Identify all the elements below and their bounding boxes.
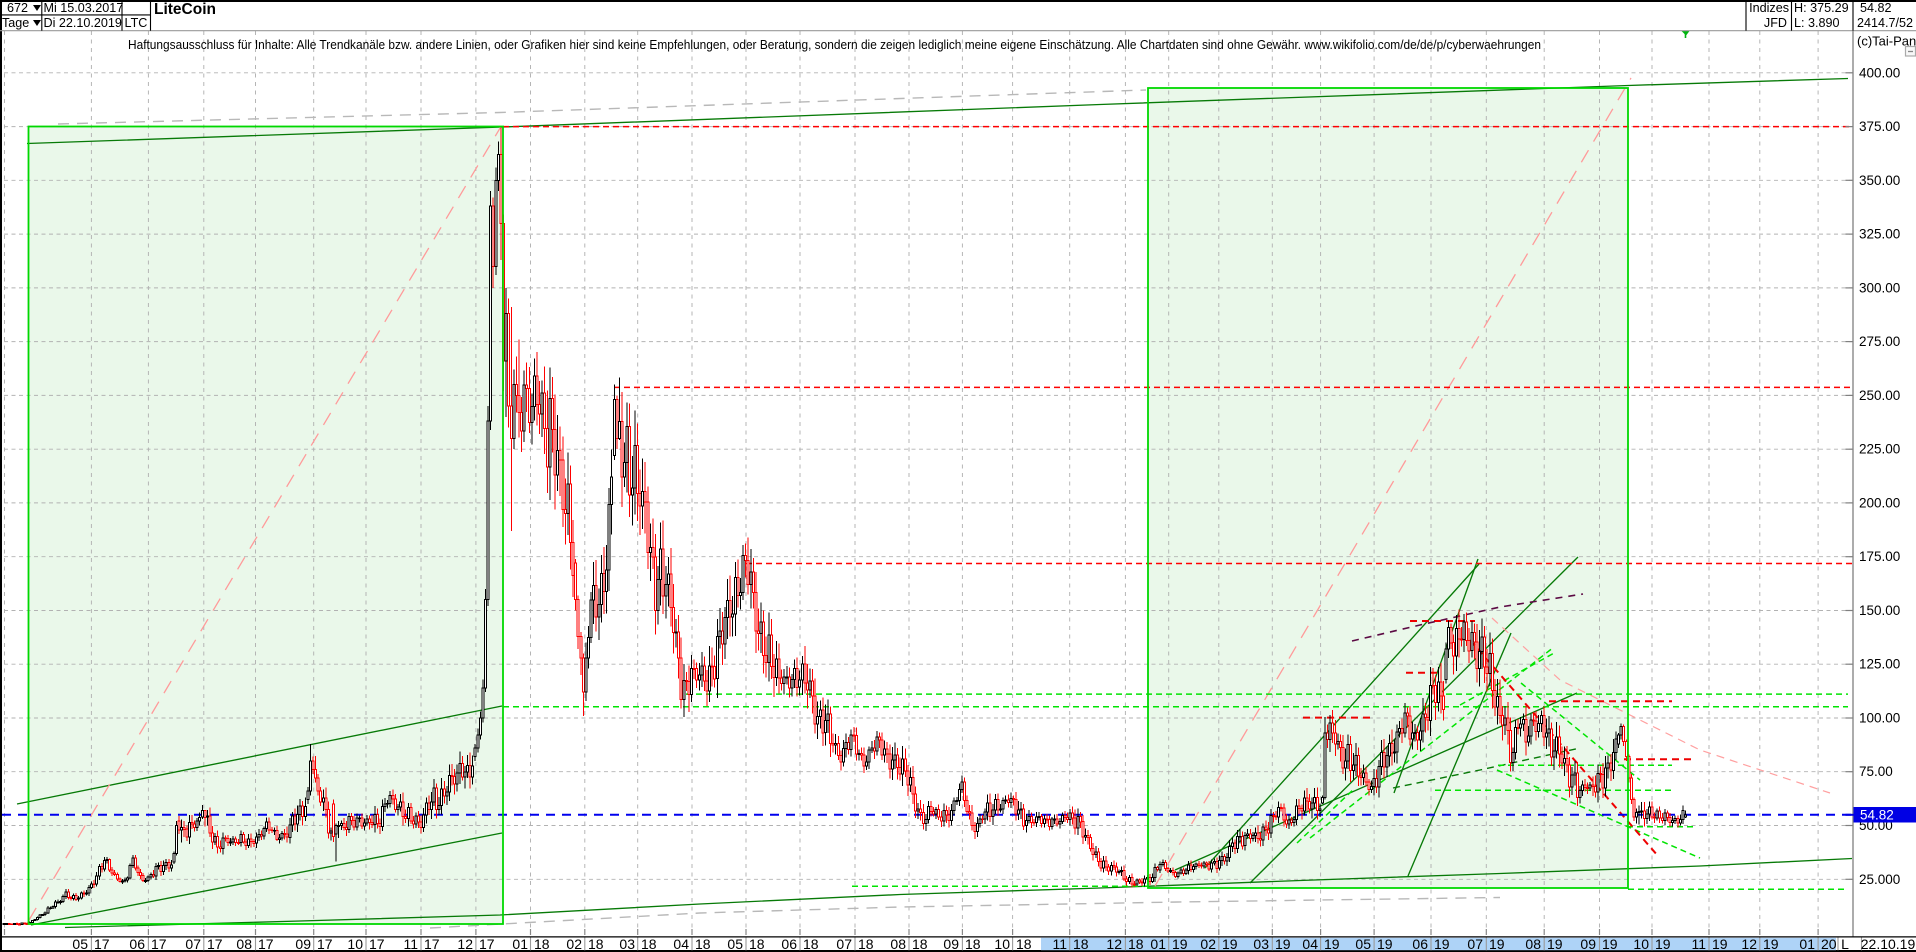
svg-text:18: 18 (912, 936, 928, 952)
svg-text:325.00: 325.00 (1859, 227, 1900, 242)
svg-text:125.00: 125.00 (1859, 657, 1900, 672)
svg-text:275.00: 275.00 (1859, 334, 1900, 349)
svg-text:L: L (1841, 936, 1849, 952)
svg-text:17: 17 (424, 936, 440, 952)
svg-text:LiteCoin: LiteCoin (154, 1, 216, 18)
svg-text:18: 18 (534, 936, 550, 952)
svg-text:06: 06 (781, 936, 797, 952)
svg-text:18: 18 (803, 936, 819, 952)
svg-text:19: 19 (1489, 936, 1505, 952)
svg-text:10: 10 (994, 936, 1010, 952)
svg-text:17: 17 (207, 936, 223, 952)
svg-text:Haftungsausschluss für Inhalte: Haftungsausschluss für Inhalte: Alle Tre… (128, 38, 1541, 52)
svg-text:09: 09 (295, 936, 311, 952)
svg-text:07: 07 (185, 936, 201, 952)
svg-text:19: 19 (1377, 936, 1393, 952)
svg-text:18: 18 (1128, 936, 1144, 952)
svg-text:05: 05 (72, 936, 88, 952)
svg-text:18: 18 (1073, 936, 1089, 952)
svg-text:12: 12 (457, 936, 473, 952)
svg-text:(c)Tai-Pan: (c)Tai-Pan (1857, 34, 1916, 49)
svg-text:375.00: 375.00 (1859, 119, 1900, 134)
svg-text:01: 01 (1799, 936, 1815, 952)
svg-text:19: 19 (1222, 936, 1238, 952)
svg-text:Di 22.10.2019: Di 22.10.2019 (44, 16, 122, 30)
svg-text:2414.7/52: 2414.7/52 (1857, 16, 1913, 30)
svg-text:05: 05 (727, 936, 743, 952)
svg-text:17: 17 (369, 936, 385, 952)
svg-text:22.10.19: 22.10.19 (1861, 936, 1916, 952)
svg-text:02: 02 (566, 936, 582, 952)
svg-text:150.00: 150.00 (1859, 603, 1900, 618)
svg-text:05: 05 (1355, 936, 1371, 952)
svg-text:06: 06 (129, 936, 145, 952)
svg-text:09: 09 (1580, 936, 1596, 952)
svg-text:175.00: 175.00 (1859, 549, 1900, 564)
svg-text:18: 18 (858, 936, 874, 952)
svg-text:400.00: 400.00 (1859, 65, 1900, 80)
svg-text:07: 07 (836, 936, 852, 952)
svg-text:18: 18 (641, 936, 657, 952)
svg-text:350.00: 350.00 (1859, 173, 1900, 188)
svg-text:Tage: Tage (2, 16, 29, 30)
svg-text:19: 19 (1763, 936, 1779, 952)
svg-text:02: 02 (1200, 936, 1216, 952)
svg-text:H: 375.29: H: 375.29 (1794, 1, 1849, 15)
svg-text:Mi 15.03.2017: Mi 15.03.2017 (44, 1, 124, 15)
svg-text:09: 09 (943, 936, 959, 952)
svg-text:04: 04 (1302, 936, 1318, 952)
svg-text:01: 01 (1150, 936, 1166, 952)
svg-text:19: 19 (1434, 936, 1450, 952)
svg-text:06: 06 (1412, 936, 1428, 952)
svg-text:LTC: LTC (125, 16, 148, 30)
svg-text:17: 17 (94, 936, 110, 952)
svg-text:17: 17 (258, 936, 274, 952)
svg-text:12: 12 (1741, 936, 1757, 952)
svg-text:54.82: 54.82 (1860, 808, 1894, 823)
svg-text:18: 18 (1016, 936, 1032, 952)
svg-text:54.82: 54.82 (1860, 1, 1892, 15)
svg-text:250.00: 250.00 (1859, 388, 1900, 403)
svg-text:08: 08 (236, 936, 252, 952)
svg-text:L: 3.890: L: 3.890 (1794, 16, 1840, 30)
svg-text:19: 19 (1324, 936, 1340, 952)
svg-text:JFD: JFD (1764, 16, 1787, 30)
svg-text:10: 10 (347, 936, 363, 952)
svg-text:08: 08 (890, 936, 906, 952)
svg-text:18: 18 (588, 936, 604, 952)
svg-text:19: 19 (1602, 936, 1618, 952)
svg-text:03: 03 (619, 936, 635, 952)
svg-text:11: 11 (403, 936, 418, 952)
svg-text:17: 17 (317, 936, 333, 952)
svg-text:18: 18 (695, 936, 711, 952)
svg-text:225.00: 225.00 (1859, 442, 1900, 457)
svg-text:200.00: 200.00 (1859, 495, 1900, 510)
svg-text:19: 19 (1712, 936, 1728, 952)
svg-text:11: 11 (1691, 936, 1706, 952)
svg-text:18: 18 (749, 936, 765, 952)
svg-text:12: 12 (1106, 936, 1122, 952)
svg-text:10: 10 (1633, 936, 1649, 952)
svg-text:17: 17 (151, 936, 167, 952)
svg-text:300.00: 300.00 (1859, 280, 1900, 295)
svg-text:07: 07 (1467, 936, 1483, 952)
svg-text:19: 19 (1275, 936, 1291, 952)
svg-text:25.000: 25.000 (1859, 872, 1900, 887)
svg-text:19: 19 (1547, 936, 1563, 952)
svg-text:100.00: 100.00 (1859, 711, 1900, 726)
svg-text:20: 20 (1821, 936, 1837, 952)
svg-text:Indizes: Indizes (1749, 1, 1789, 15)
svg-text:08: 08 (1525, 936, 1541, 952)
svg-text:75.00: 75.00 (1859, 764, 1893, 779)
svg-text:04: 04 (673, 936, 689, 952)
svg-text:01: 01 (512, 936, 528, 952)
svg-text:19: 19 (1655, 936, 1671, 952)
svg-text:672: 672 (7, 1, 28, 15)
svg-text:19: 19 (1172, 936, 1188, 952)
svg-text:11: 11 (1052, 936, 1067, 952)
svg-text:18: 18 (965, 936, 981, 952)
svg-text:03: 03 (1253, 936, 1269, 952)
svg-text:17: 17 (479, 936, 495, 952)
